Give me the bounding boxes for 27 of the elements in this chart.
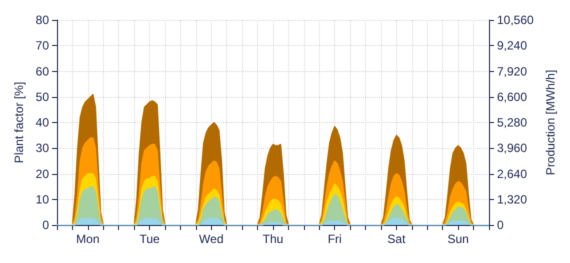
- y2-tick-label: 10,560: [497, 13, 534, 27]
- y2-tick-label: 7,920: [497, 64, 528, 78]
- x-tick-label: Sun: [447, 232, 469, 246]
- y-tick-label: 80: [36, 13, 50, 27]
- x-tick-label: Wed: [199, 232, 224, 246]
- x-tick-label: Tue: [139, 232, 160, 246]
- y-tick-label: 70: [36, 38, 50, 53]
- y2-tick-label: 5,280: [497, 116, 528, 130]
- y-tick-label: 40: [36, 116, 50, 130]
- y2-tick-label: 3,960: [497, 141, 528, 156]
- x-tick-label: Thu: [262, 232, 284, 246]
- x-tick-label: Mon: [76, 232, 100, 246]
- x-tick-label: Fri: [328, 232, 342, 246]
- y-tick-label: 0: [42, 218, 50, 232]
- x-tick-label: Sat: [387, 232, 406, 246]
- y2-tick-label: 2,640: [497, 166, 528, 181]
- y-tick-label: 50: [36, 90, 50, 104]
- y-tick-label: 10: [36, 192, 50, 206]
- y-tick-label: 30: [36, 141, 50, 156]
- y-axis-title: Plant factor [%]: [12, 82, 26, 164]
- y2-tick-label: 1,320: [497, 192, 528, 206]
- y2-tick-label: 6,600: [497, 90, 528, 104]
- y-tick-label: 60: [36, 64, 50, 78]
- y2-tick-label: 0: [497, 218, 504, 232]
- y2-tick-label: 9,240: [497, 38, 528, 53]
- y2-axis-title: Production [MWh/h]: [544, 70, 558, 176]
- y-tick-label: 20: [36, 166, 50, 181]
